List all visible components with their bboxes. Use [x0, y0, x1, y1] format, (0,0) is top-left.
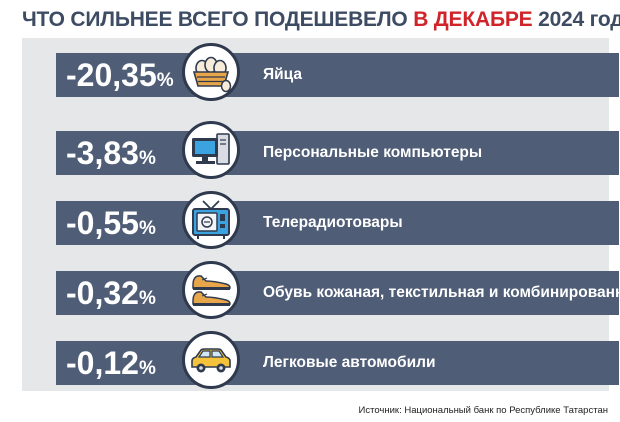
- row-value: -0,12%: [66, 341, 156, 385]
- chart-row-footwear: -0,32% Обувь кожаная, текстильная и комб…: [56, 261, 620, 319]
- chart-row-eggs: -20,35% Яйца: [56, 43, 619, 101]
- value-percent: %: [138, 218, 156, 239]
- value-number: -0,55: [66, 205, 139, 241]
- tv-icon: [192, 200, 230, 239]
- row-label: Персональные компьютеры: [263, 144, 483, 161]
- chart-panel: -20,35% Яйца -3,83%: [22, 38, 620, 391]
- row-value: -0,55%: [66, 201, 156, 245]
- icon-circle: [182, 43, 240, 101]
- value-number: -3,83: [66, 135, 139, 171]
- icon-circle: [182, 121, 240, 179]
- chart-row-tv: -0,55% Телерадиотовары: [56, 191, 619, 249]
- icon-circle: [182, 331, 240, 389]
- page-title: ЧТО СИЛЬНЕЕ ВСЕГО ПОДЕШЕВЕЛО В ДЕКАБРЕ 2…: [22, 8, 620, 32]
- chart-row-cars: -0,12% Легковые автомобили: [56, 331, 619, 389]
- value-number: -20,35: [66, 57, 157, 93]
- sneakers-icon: [192, 275, 231, 306]
- row-label: Яйца: [263, 66, 303, 83]
- chart-row-computers: -3,83% Персональные компьютеры: [56, 121, 619, 179]
- title-year: 2024 года: [538, 8, 620, 31]
- eggs-basket-icon: [192, 56, 232, 93]
- row-label: Телерадиотовары: [263, 214, 403, 231]
- value-number: -0,32: [66, 275, 139, 311]
- row-value: -0,32%: [66, 271, 156, 315]
- computer-icon: [192, 133, 230, 165]
- title-main: ЧТО СИЛЬНЕЕ ВСЕГО ПОДЕШЕВЕЛО: [22, 8, 408, 31]
- value-percent: %: [138, 288, 156, 309]
- row-value: -3,83%: [66, 131, 156, 175]
- value-number: -0,12: [66, 345, 139, 381]
- car-icon: [191, 348, 231, 373]
- icon-circle: [182, 191, 240, 249]
- value-percent: %: [138, 148, 156, 169]
- value-percent: %: [138, 358, 156, 379]
- row-label: Обувь кожаная, текстильная и комбинирова…: [263, 284, 620, 301]
- value-percent: %: [156, 70, 174, 91]
- title-accent: В ДЕКАБРЕ: [413, 8, 533, 31]
- row-value: -20,35%: [66, 53, 174, 97]
- row-label: Легковые автомобили: [263, 354, 436, 371]
- source-note: Источник: Национальный банк по Республик…: [358, 405, 608, 416]
- icon-circle: [182, 261, 240, 319]
